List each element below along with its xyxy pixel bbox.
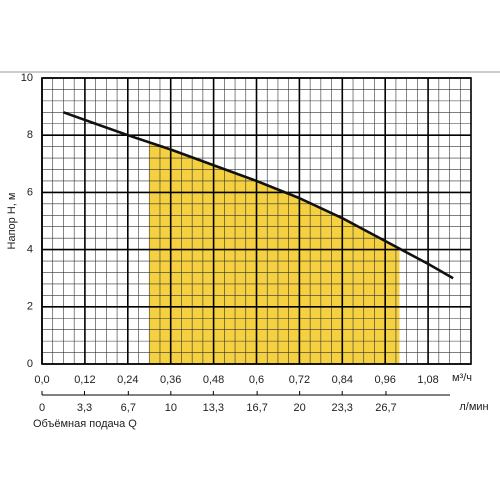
x2-tick-label: 16,7	[246, 402, 267, 414]
y-tick-label: 0	[27, 358, 33, 370]
plot-border	[41, 77, 472, 365]
y-tick-label: 8	[27, 129, 33, 141]
x-unit: м³/ч	[452, 372, 472, 384]
x2-tick-label: 6,7	[121, 402, 136, 414]
x-tick-label: 0,12	[74, 374, 95, 386]
y-tick-label: 2	[27, 301, 33, 313]
x2-tick-label: 26,7	[375, 402, 396, 414]
y-tick-label: 10	[21, 72, 33, 84]
y-tick-label: 4	[27, 244, 33, 256]
x2-tick-label: 0	[39, 402, 45, 414]
x-tick-label: 0,48	[203, 374, 224, 386]
x2-unit: л/мин	[459, 401, 488, 413]
y-tick-label: 6	[27, 186, 33, 198]
x-tick-label: 0,96	[374, 374, 395, 386]
x-tick-label: 1,08	[417, 374, 438, 386]
curve	[63, 111, 454, 280]
x-axis-label: Объёмная подача Q	[33, 418, 137, 430]
x-tick-label: 0,24	[117, 374, 138, 386]
x2-tick-label: 3,3	[77, 402, 92, 414]
x2-tick-label: 23,3	[331, 402, 352, 414]
x-tick-label: 0,84	[332, 374, 353, 386]
x2-tick-label: 13,3	[203, 402, 224, 414]
x-tick-label: 0,6	[249, 374, 264, 386]
y-axis-label: Напор Н, м	[6, 193, 18, 250]
x2-tick-label: 10	[165, 402, 177, 414]
x-tick-label: 0,72	[289, 374, 310, 386]
highlight-area	[149, 112, 400, 364]
x-tick-label: 0,0	[34, 374, 49, 386]
x-tick-label: 0,36	[160, 374, 181, 386]
x2-tick-label: 20	[294, 402, 306, 414]
